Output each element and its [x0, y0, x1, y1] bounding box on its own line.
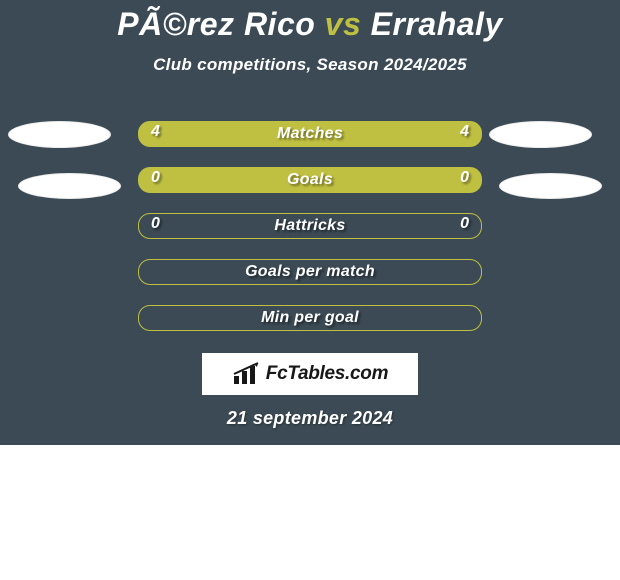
- stat-bar: 0Hattricks0: [138, 213, 482, 239]
- brand-logo-text: FcTables.com: [266, 363, 388, 385]
- avatar-placeholder: [499, 173, 602, 199]
- stat-value-right: 4: [460, 123, 469, 141]
- brand-logo: FcTables.com: [202, 353, 418, 395]
- stat-rows: 4Matches40Goals00Hattricks0Goals per mat…: [0, 121, 620, 351]
- stat-label: Min per goal: [139, 309, 481, 327]
- stat-row: Min per goal: [0, 305, 620, 351]
- title-left: PÃ©rez Rico: [117, 6, 315, 42]
- stat-row: 0Hattricks0: [0, 213, 620, 259]
- stat-label: Hattricks: [139, 217, 481, 235]
- stat-bar: 0Goals0: [138, 167, 482, 193]
- avatar-placeholder: [18, 173, 121, 199]
- avatar-placeholder: [489, 121, 592, 148]
- stat-bar: Min per goal: [138, 305, 482, 331]
- title-right: Errahaly: [371, 6, 503, 42]
- stat-bar: Goals per match: [138, 259, 482, 285]
- stat-bar: 4Matches4: [138, 121, 482, 147]
- stat-value-right: 0: [460, 215, 469, 233]
- stat-label: Goals per match: [139, 263, 481, 281]
- stat-value-left: 0: [151, 169, 160, 187]
- stat-value-left: 4: [151, 123, 160, 141]
- bar-chart-icon: [232, 362, 264, 386]
- stat-row: Goals per match: [0, 259, 620, 305]
- title-vs: vs: [315, 6, 370, 42]
- stat-label: Goals: [139, 171, 481, 189]
- avatar-placeholder: [8, 121, 111, 148]
- card-subtitle: Club competitions, Season 2024/2025: [0, 55, 620, 75]
- card-title: PÃ©rez Rico vs Errahaly: [0, 0, 620, 43]
- card-date: 21 september 2024: [0, 408, 620, 429]
- stat-value-left: 0: [151, 215, 160, 233]
- stat-value-right: 0: [460, 169, 469, 187]
- stats-card: PÃ©rez Rico vs Errahaly Club competition…: [0, 0, 620, 445]
- stat-label: Matches: [139, 125, 481, 143]
